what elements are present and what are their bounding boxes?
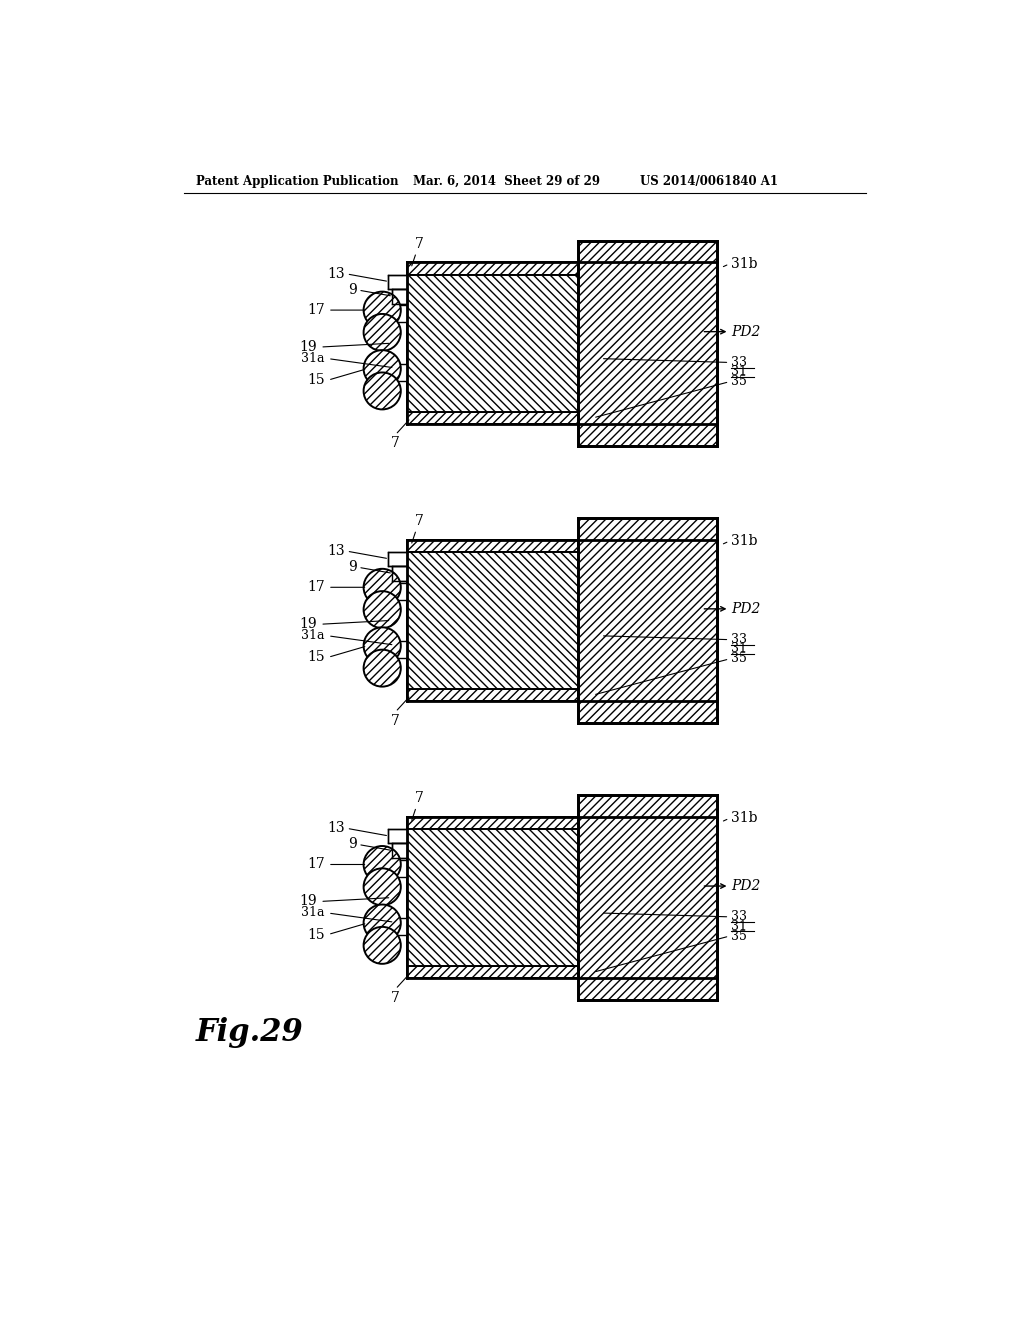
Circle shape [364,569,400,606]
Bar [407,275,578,412]
Bar [393,919,407,936]
Text: PD2: PD2 [731,325,761,339]
Text: 17: 17 [307,304,325,317]
Text: 7: 7 [391,991,399,1005]
Bar [407,829,578,966]
Text: PD2: PD2 [731,879,761,894]
Circle shape [364,846,400,883]
Text: 7: 7 [391,437,399,450]
Text: 17: 17 [307,858,325,871]
Bar [578,240,717,446]
Bar [393,582,407,599]
Circle shape [364,292,400,329]
Bar [407,412,578,424]
Text: 19: 19 [299,618,317,631]
Text: 33: 33 [731,356,746,370]
Text: 35: 35 [731,375,746,388]
Text: 35: 35 [731,929,746,942]
Bar [407,540,578,552]
Text: 15: 15 [307,651,325,664]
Circle shape [364,591,400,628]
Text: 31a: 31a [301,352,325,366]
Bar [578,517,717,723]
Circle shape [364,869,400,906]
Circle shape [364,350,400,387]
Bar [391,843,407,858]
Text: 15: 15 [307,374,325,387]
Text: 7: 7 [391,714,399,727]
Circle shape [364,649,400,686]
Bar [393,364,407,381]
Bar [393,642,407,659]
Text: 9: 9 [348,837,356,851]
Text: PD2: PD2 [731,602,761,616]
Text: 13: 13 [328,267,345,281]
Bar [393,305,407,322]
Text: 33: 33 [731,911,746,924]
Bar [391,566,407,581]
Text: 13: 13 [328,821,345,836]
Bar [393,859,407,876]
Text: 33: 33 [731,634,746,647]
Circle shape [364,372,400,409]
Text: 35: 35 [731,652,746,665]
Bar [388,829,407,843]
Text: 17: 17 [307,581,325,594]
Text: 31: 31 [731,643,746,656]
Text: 31a: 31a [301,630,325,643]
Bar [388,275,407,289]
Circle shape [364,904,400,941]
Bar [407,689,578,701]
Text: 19: 19 [299,341,317,354]
Text: US 2014/0061840 A1: US 2014/0061840 A1 [640,176,777,187]
Text: 7: 7 [415,513,424,528]
Bar [407,966,578,978]
Text: 7: 7 [415,791,424,805]
Text: 15: 15 [307,928,325,941]
Bar [391,289,407,304]
Text: 9: 9 [348,282,356,297]
Bar [407,263,578,275]
Text: Patent Application Publication: Patent Application Publication [197,176,398,187]
Text: 9: 9 [348,560,356,574]
Text: 31: 31 [731,920,746,933]
Circle shape [364,314,400,351]
Text: 31b: 31b [731,257,758,271]
Text: 13: 13 [328,544,345,558]
Bar [407,817,578,829]
Circle shape [364,927,400,964]
Bar [388,552,407,566]
Text: 31a: 31a [301,907,325,920]
Text: Fig.29: Fig.29 [197,1016,304,1048]
Text: 19: 19 [299,895,317,908]
Bar [578,795,717,1001]
Circle shape [364,627,400,664]
Bar [407,552,578,689]
Text: 31b: 31b [731,812,758,825]
Text: Mar. 6, 2014  Sheet 29 of 29: Mar. 6, 2014 Sheet 29 of 29 [414,176,600,187]
Text: 31: 31 [731,366,746,379]
Text: 31b: 31b [731,535,758,548]
Text: 7: 7 [415,236,424,251]
